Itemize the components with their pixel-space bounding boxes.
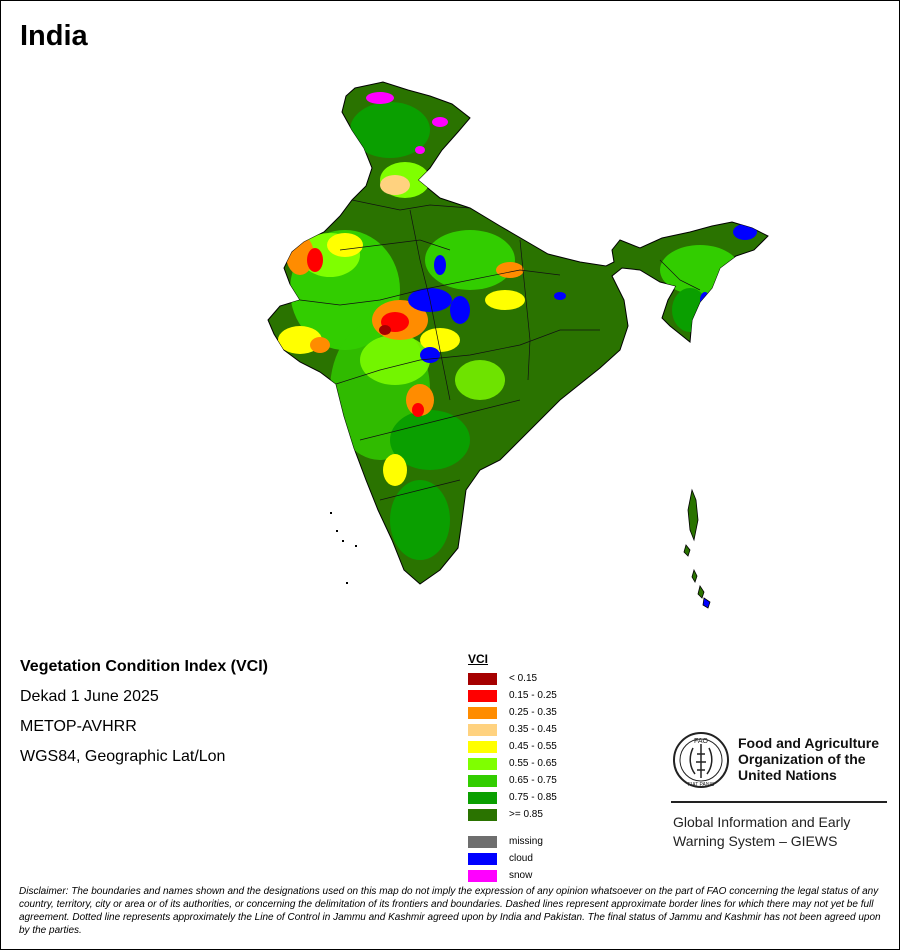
organization-name: Food and Agriculture Organization of the… <box>738 735 880 783</box>
legend-item: missing <box>468 833 557 850</box>
organization-divider <box>671 801 887 803</box>
legend-swatch <box>468 672 497 685</box>
state-boundaries <box>299 199 701 501</box>
legend-label: cloud <box>509 853 533 864</box>
legend-item: 0.15 - 0.25 <box>468 687 557 704</box>
legend-title: VCI <box>468 652 489 666</box>
legend-gap <box>468 823 557 833</box>
vci-legend: VCI < 0.15 0.15 - 0.25 0.25 - 0.35 0.35 - 0… <box>468 652 557 884</box>
map-info: Vegetation Condition Index (VCI) Dekad 1… <box>20 656 268 776</box>
legend-item: 0.55 - 0.65 <box>468 755 557 772</box>
legend-swatch <box>468 835 497 848</box>
legend-label: 0.15 - 0.25 <box>509 690 557 701</box>
legend-swatch <box>468 689 497 702</box>
index-name: Vegetation Condition Index (VCI) <box>20 658 268 675</box>
fao-logo-motto: FIAT PANIS <box>688 782 715 788</box>
legend-item: 0.75 - 0.85 <box>468 789 557 806</box>
disclaimer-text: Disclaimer: The boundaries and names sho… <box>19 886 881 936</box>
period-label: Dekad 1 June 2025 <box>20 688 159 705</box>
legend-swatch <box>468 852 497 865</box>
legend-item: < 0.15 <box>468 670 557 687</box>
projection-label: WGS84, Geographic Lat/Lon <box>20 748 226 765</box>
sensor-label: METOP-AVHRR <box>20 718 137 735</box>
legend-item: 0.65 - 0.75 <box>468 772 557 789</box>
legend-item: 0.25 - 0.35 <box>468 704 557 721</box>
legend-item: snow <box>468 867 557 884</box>
vci-pixel-layer <box>278 92 757 560</box>
legend-classes: < 0.15 0.15 - 0.25 0.25 - 0.35 0.35 - 0.45 0… <box>468 670 557 823</box>
legend-label: 0.25 - 0.35 <box>509 707 557 718</box>
legend-label: snow <box>509 870 533 881</box>
lakshadweep-islands <box>330 512 357 584</box>
legend-item: >= 0.85 <box>468 806 557 823</box>
legend-label: 0.35 - 0.45 <box>509 724 557 735</box>
legend-item: 0.35 - 0.45 <box>468 721 557 738</box>
giews-label: Global Information and Early Warning Sys… <box>673 814 851 849</box>
legend-swatch <box>468 869 497 882</box>
legend-swatch <box>468 706 497 719</box>
legend-swatch <box>468 791 497 804</box>
legend-swatch <box>468 723 497 736</box>
legend-label: 0.75 - 0.85 <box>509 792 557 803</box>
legend-label: missing <box>509 836 543 847</box>
legend-label: 0.65 - 0.75 <box>509 775 557 786</box>
legend-item: cloud <box>468 850 557 867</box>
legend-extras: missing cloud snow <box>468 833 557 884</box>
fao-logo-icon: FAO FIAT PANIS <box>673 732 729 788</box>
legend-label: < 0.15 <box>509 673 538 684</box>
fao-logo-letters: FAO <box>694 738 709 745</box>
map-title: India <box>20 20 88 52</box>
andaman-nicobar-islands <box>683 488 711 609</box>
india-vci-map <box>267 81 769 609</box>
legend-swatch <box>468 757 497 770</box>
legend-item: 0.45 - 0.55 <box>468 738 557 755</box>
legend-swatch <box>468 808 497 821</box>
legend-swatch <box>468 740 497 753</box>
legend-swatch <box>468 774 497 787</box>
legend-label: 0.55 - 0.65 <box>509 758 557 769</box>
legend-label: 0.45 - 0.55 <box>509 741 557 752</box>
legend-label: >= 0.85 <box>509 809 543 820</box>
